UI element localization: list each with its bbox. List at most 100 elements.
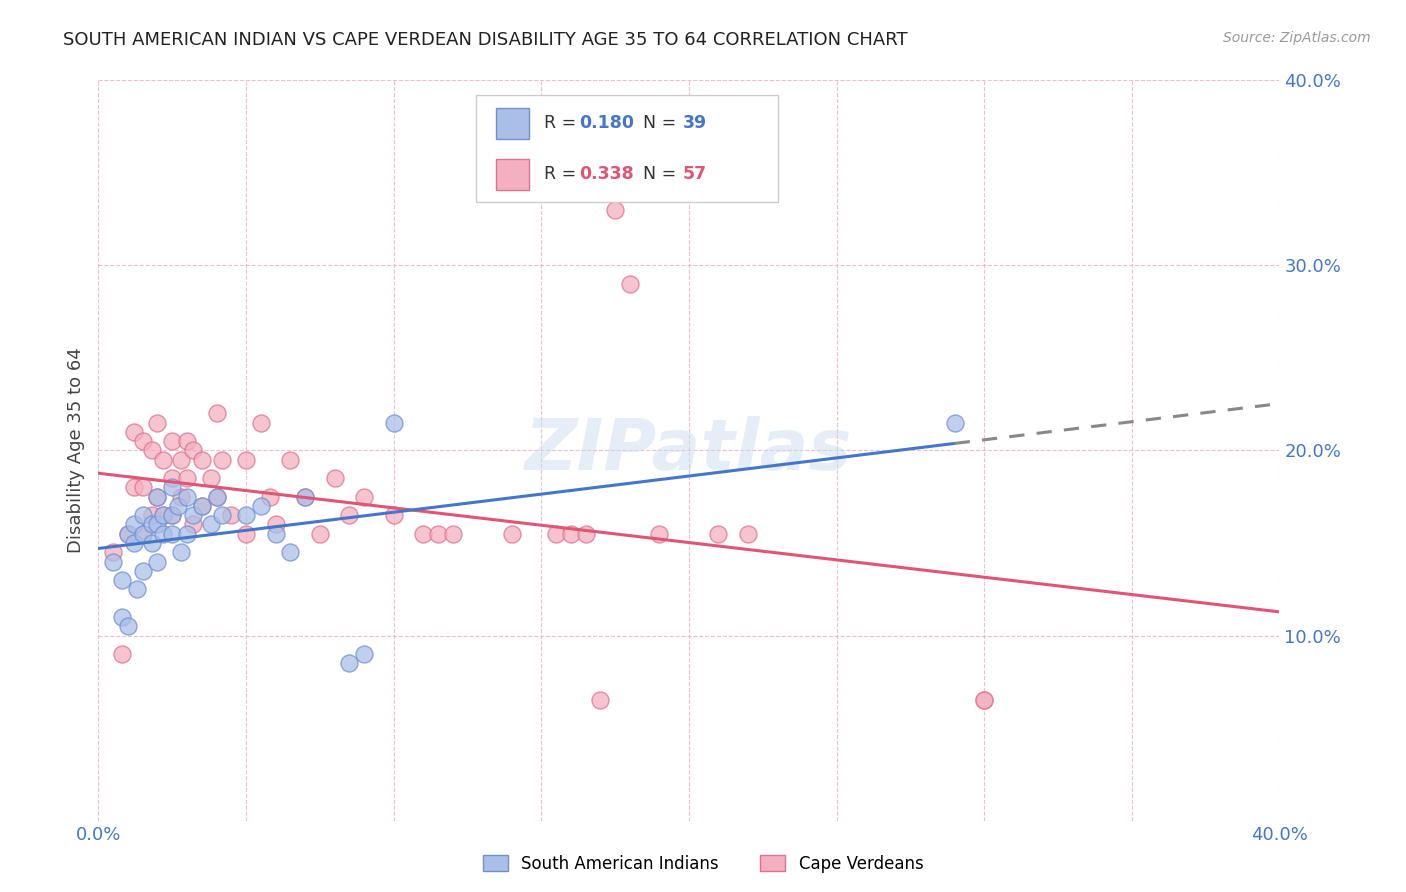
Legend: South American Indians, Cape Verdeans: South American Indians, Cape Verdeans — [477, 848, 929, 880]
Point — [353, 647, 375, 661]
Point — [309, 526, 332, 541]
Point — [167, 499, 190, 513]
Point — [141, 508, 163, 523]
Point — [162, 434, 183, 449]
Point — [382, 416, 405, 430]
Point — [170, 452, 193, 467]
Point — [191, 499, 214, 513]
Point — [162, 481, 183, 495]
Point — [250, 416, 273, 430]
Point — [973, 693, 995, 707]
Point — [111, 573, 134, 587]
Point — [152, 508, 174, 523]
Point — [412, 526, 434, 541]
Point — [264, 517, 287, 532]
Point — [280, 545, 302, 559]
Point — [339, 508, 361, 523]
Point — [125, 582, 148, 597]
Point — [181, 517, 204, 532]
Point — [205, 407, 228, 421]
Point — [382, 508, 405, 523]
Text: 0.180: 0.180 — [579, 114, 634, 132]
Point — [205, 490, 228, 504]
Text: R =: R = — [544, 114, 582, 132]
Point — [132, 481, 155, 495]
Point — [103, 554, 125, 569]
Point — [111, 647, 134, 661]
Point — [589, 693, 612, 707]
Point — [221, 508, 243, 523]
Point — [117, 526, 139, 541]
Point — [162, 471, 183, 485]
Text: 39: 39 — [683, 114, 707, 132]
Point — [176, 490, 198, 504]
Point — [707, 526, 730, 541]
Point — [176, 434, 198, 449]
Point — [546, 526, 568, 541]
Point — [162, 508, 183, 523]
Point — [162, 526, 183, 541]
Text: 0.338: 0.338 — [579, 165, 634, 183]
Point — [181, 508, 204, 523]
Point — [141, 443, 163, 458]
Point — [560, 526, 582, 541]
Point — [176, 526, 198, 541]
Point — [200, 517, 222, 532]
Point — [191, 499, 214, 513]
Point — [973, 693, 995, 707]
Text: R =: R = — [544, 165, 582, 183]
Point — [294, 490, 316, 504]
Point — [501, 526, 523, 541]
Point — [141, 536, 163, 550]
Point — [152, 452, 174, 467]
Point — [117, 619, 139, 633]
Text: Source: ZipAtlas.com: Source: ZipAtlas.com — [1223, 31, 1371, 45]
Point — [141, 517, 163, 532]
Text: 57: 57 — [683, 165, 707, 183]
Point — [152, 508, 174, 523]
Point — [323, 471, 346, 485]
Point — [132, 526, 155, 541]
Point — [132, 564, 155, 578]
Point — [146, 517, 169, 532]
Point — [122, 481, 145, 495]
Point — [427, 526, 450, 541]
Point — [619, 277, 641, 291]
Point — [605, 202, 627, 217]
Point — [280, 452, 302, 467]
Point — [737, 526, 759, 541]
Point — [211, 508, 233, 523]
Point — [146, 554, 169, 569]
Point — [170, 490, 193, 504]
Point — [441, 526, 464, 541]
Point — [152, 526, 174, 541]
Point — [162, 508, 183, 523]
Point — [235, 508, 257, 523]
Y-axis label: Disability Age 35 to 64: Disability Age 35 to 64 — [66, 348, 84, 553]
Text: SOUTH AMERICAN INDIAN VS CAPE VERDEAN DISABILITY AGE 35 TO 64 CORRELATION CHART: SOUTH AMERICAN INDIAN VS CAPE VERDEAN DI… — [63, 31, 908, 49]
Point — [132, 526, 155, 541]
Point — [111, 610, 134, 624]
Point — [103, 545, 125, 559]
FancyBboxPatch shape — [496, 159, 530, 190]
Point — [211, 452, 233, 467]
Point — [264, 526, 287, 541]
Point — [176, 471, 198, 485]
Point — [122, 536, 145, 550]
Point — [146, 490, 169, 504]
Point — [235, 452, 257, 467]
Text: N =: N = — [633, 114, 682, 132]
Point — [250, 499, 273, 513]
Point — [146, 490, 169, 504]
Point — [170, 545, 193, 559]
Point — [122, 425, 145, 439]
Point — [205, 490, 228, 504]
Point — [339, 657, 361, 671]
Point — [117, 526, 139, 541]
Point — [132, 508, 155, 523]
Point — [191, 452, 214, 467]
Point — [648, 526, 671, 541]
Point — [353, 490, 375, 504]
Point — [181, 443, 204, 458]
Point — [200, 471, 222, 485]
